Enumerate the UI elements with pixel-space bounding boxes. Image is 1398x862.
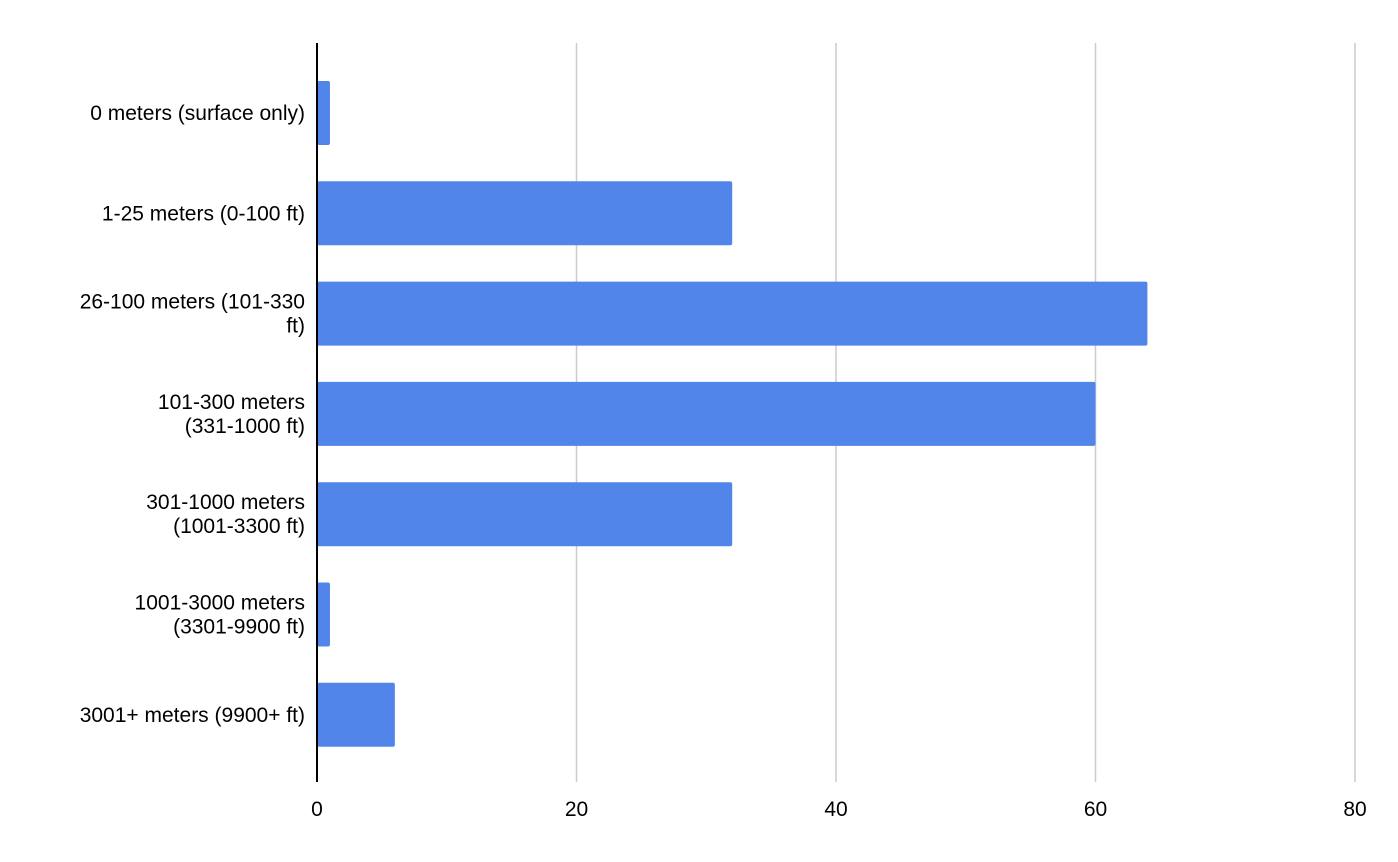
category-labels: 0 meters (surface only) 1-25 meters (0-10… bbox=[80, 102, 305, 727]
category-label: 101-300 meters (331-1000 ft) bbox=[158, 391, 305, 438]
category-label: 26-100 meters (101-330 ft) bbox=[80, 291, 305, 338]
bar bbox=[317, 381, 1096, 446]
bar bbox=[317, 181, 733, 246]
bar bbox=[317, 482, 733, 547]
category-label: 3001+ meters (9900+ ft) bbox=[80, 704, 305, 727]
category-label: 1001-3000 meters (3301-9900 ft) bbox=[135, 592, 305, 639]
category-label: 0 meters (surface only) bbox=[90, 102, 305, 125]
bars bbox=[317, 81, 1148, 747]
x-tick-label: 80 bbox=[1343, 798, 1366, 821]
x-tick-labels: 0 20 40 60 80 bbox=[311, 798, 1367, 821]
x-tick-label: 60 bbox=[1084, 798, 1107, 821]
x-tick-label: 40 bbox=[824, 798, 847, 821]
category-label: 301-1000 meters (1001-3300 ft) bbox=[146, 491, 305, 538]
x-tick-label: 20 bbox=[565, 798, 588, 821]
x-tick-label: 0 bbox=[311, 798, 323, 821]
bar bbox=[317, 582, 330, 647]
category-label: 1-25 meters (0-100 ft) bbox=[102, 202, 305, 225]
bar bbox=[317, 81, 330, 145]
bar bbox=[317, 281, 1148, 346]
bar bbox=[317, 682, 395, 747]
